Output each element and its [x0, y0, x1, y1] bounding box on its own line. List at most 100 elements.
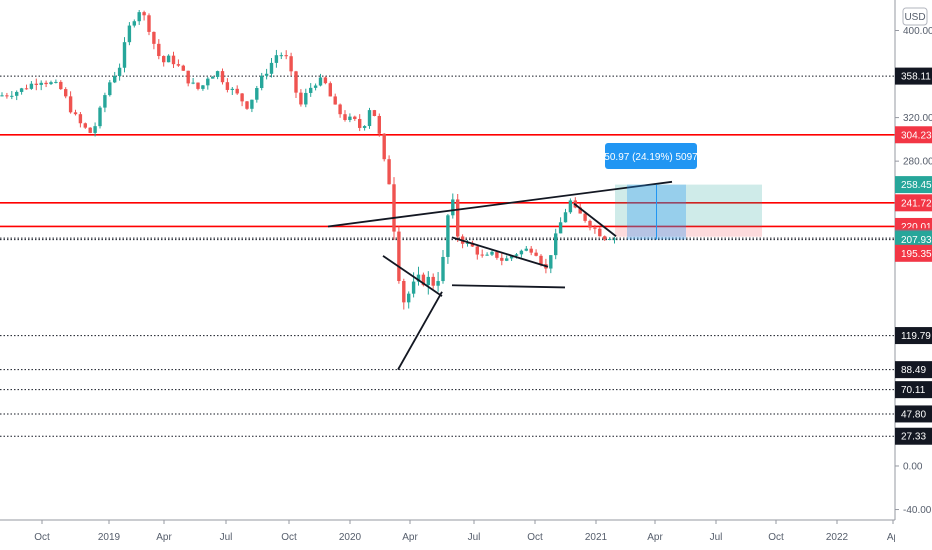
candle-body — [563, 212, 568, 223]
candle-body — [117, 67, 122, 77]
candle-body — [181, 65, 185, 71]
price-tag-label: 358.11 — [901, 72, 931, 83]
candle-body — [588, 220, 592, 228]
time-tick-label: Apr — [402, 532, 418, 543]
price-axis: 400.00 320.00 280.00 0.00 -40.00 — [894, 0, 932, 550]
candle-body — [49, 82, 53, 85]
candle-body — [495, 251, 499, 258]
candle-body — [485, 254, 489, 256]
candle-body — [122, 42, 127, 68]
candle-body — [578, 207, 582, 214]
candle-body — [338, 104, 342, 115]
candle-body — [529, 248, 533, 253]
candle-body — [387, 159, 391, 185]
candle-body — [554, 233, 558, 256]
candle-body — [490, 251, 494, 255]
candle-body — [328, 83, 332, 97]
price-axis-bg — [895, 0, 932, 550]
candle-body — [583, 213, 587, 221]
candle-body — [534, 252, 538, 256]
candle-body — [127, 25, 132, 43]
candle-body — [264, 73, 269, 76]
price-tag — [895, 427, 932, 445]
candle-body — [73, 112, 78, 115]
price-tag — [895, 361, 932, 379]
candle-body — [250, 99, 254, 109]
time-tick-label: Apr — [156, 532, 172, 543]
horizontal-levels — [0, 75, 895, 437]
candle-body — [558, 222, 563, 234]
price-tag-label: 88.49 — [901, 365, 926, 376]
candle-body — [15, 91, 19, 96]
price-tag-label: 119.79 — [901, 331, 931, 342]
candle-body — [68, 96, 73, 113]
time-tick-label: Jul — [468, 532, 481, 543]
currency-button[interactable]: USD — [902, 7, 928, 26]
price-tag — [895, 67, 932, 85]
price-tag — [895, 194, 932, 212]
candle-body — [524, 248, 528, 251]
candle-body — [318, 77, 323, 86]
candle-body — [64, 89, 68, 97]
candle-body — [441, 256, 445, 282]
candle-body — [274, 55, 279, 63]
candle-body — [152, 31, 156, 44]
candle-body — [323, 77, 328, 84]
candle-body — [255, 88, 259, 100]
candle-body — [166, 55, 171, 63]
candle-body — [304, 92, 308, 105]
trendline — [327, 180, 673, 228]
time-tick-label: Oct — [34, 532, 50, 543]
candle-body — [206, 78, 210, 86]
candle-body — [260, 75, 264, 89]
time-tick-label: Jul — [710, 532, 723, 543]
candle-body — [407, 293, 411, 303]
time-tick-label: Ap — [887, 532, 900, 543]
time-tick-label: Apr — [647, 532, 663, 543]
trendlines — [327, 180, 673, 371]
candle-body — [294, 71, 298, 93]
time-tick-label: Oct — [768, 532, 784, 543]
time-tick-label: 2019 — [98, 532, 121, 543]
candle-body — [436, 281, 440, 286]
candle-body — [54, 81, 58, 83]
candle-body — [421, 274, 426, 286]
candle-body — [279, 55, 283, 57]
candle-body — [78, 114, 83, 124]
candle-body — [215, 71, 220, 77]
candlesticks — [0, 9, 617, 310]
candle-body — [0, 95, 4, 97]
candle-body — [284, 55, 288, 57]
candle-body — [367, 110, 372, 127]
price-tags: 358.11304.23258.45241.72220.01210.58209.… — [895, 67, 932, 445]
candle-body — [475, 246, 479, 255]
time-tick-label: Oct — [281, 532, 297, 543]
candle-body — [372, 110, 377, 116]
candle-body — [382, 133, 386, 160]
candle-body — [88, 127, 92, 133]
candle-body — [353, 116, 357, 119]
candle-body — [132, 21, 136, 26]
price-tick-label: 0.00 — [903, 461, 923, 472]
price-tag-label: 304.23 — [901, 130, 932, 141]
candle-body — [505, 258, 509, 261]
candle-body — [411, 281, 416, 294]
candle-body — [98, 107, 102, 127]
price-tag-label: 47.80 — [901, 409, 926, 420]
candle-body — [230, 88, 234, 90]
candle-body — [225, 82, 230, 90]
time-tick-label: 2020 — [339, 532, 362, 543]
candle-body — [289, 56, 293, 72]
candle-body — [186, 70, 190, 84]
candle-body — [211, 76, 215, 79]
candle-body — [171, 55, 176, 65]
price-tick-label: 400.00 — [903, 26, 932, 37]
candle-body — [539, 255, 543, 265]
currency-label: USD — [904, 12, 925, 23]
candle-body — [34, 83, 38, 85]
candle-body — [59, 81, 63, 90]
price-tag — [895, 231, 932, 249]
candle-body — [456, 199, 460, 237]
candle-body — [108, 82, 112, 96]
